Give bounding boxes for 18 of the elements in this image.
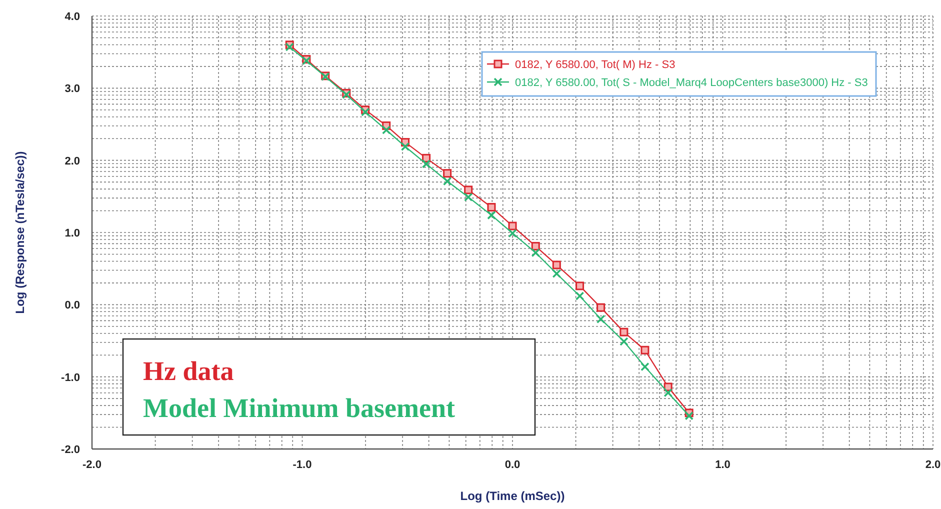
x-tick-label: 0.0 (504, 459, 520, 471)
y-tick-label: 2.0 (64, 155, 80, 168)
y-tick-label: 3.0 (64, 83, 80, 96)
y-tick-label: -2.0 (61, 444, 80, 456)
legend-label: 0182, Y 6580.00, Tot( M) Hz - S3 (515, 59, 676, 71)
annotation: Hz data (143, 356, 234, 386)
legend-label: 0182, Y 6580.00, Tot( S - Model_Marq4 LoopCenters base3000) Hz - S3 (515, 77, 868, 89)
y-tick-label: 1.0 (64, 228, 80, 240)
x-axis-title: Log (Time (mSec)) (460, 489, 565, 503)
x-tick-label: 1.0 (715, 459, 730, 471)
y-tick-label: -1.0 (61, 372, 80, 384)
y-tick-label: 4.0 (64, 11, 80, 23)
x-tick-label: -2.0 (82, 459, 102, 471)
annotation: Model Minimum basement (143, 393, 455, 423)
x-tick-label: -1.0 (292, 459, 312, 471)
x-tick-label: 2.0 (925, 459, 941, 471)
y-tick-label: 0.0 (64, 300, 80, 312)
y-axis-title: Log (Response (nTesla/sec)) (13, 151, 27, 314)
